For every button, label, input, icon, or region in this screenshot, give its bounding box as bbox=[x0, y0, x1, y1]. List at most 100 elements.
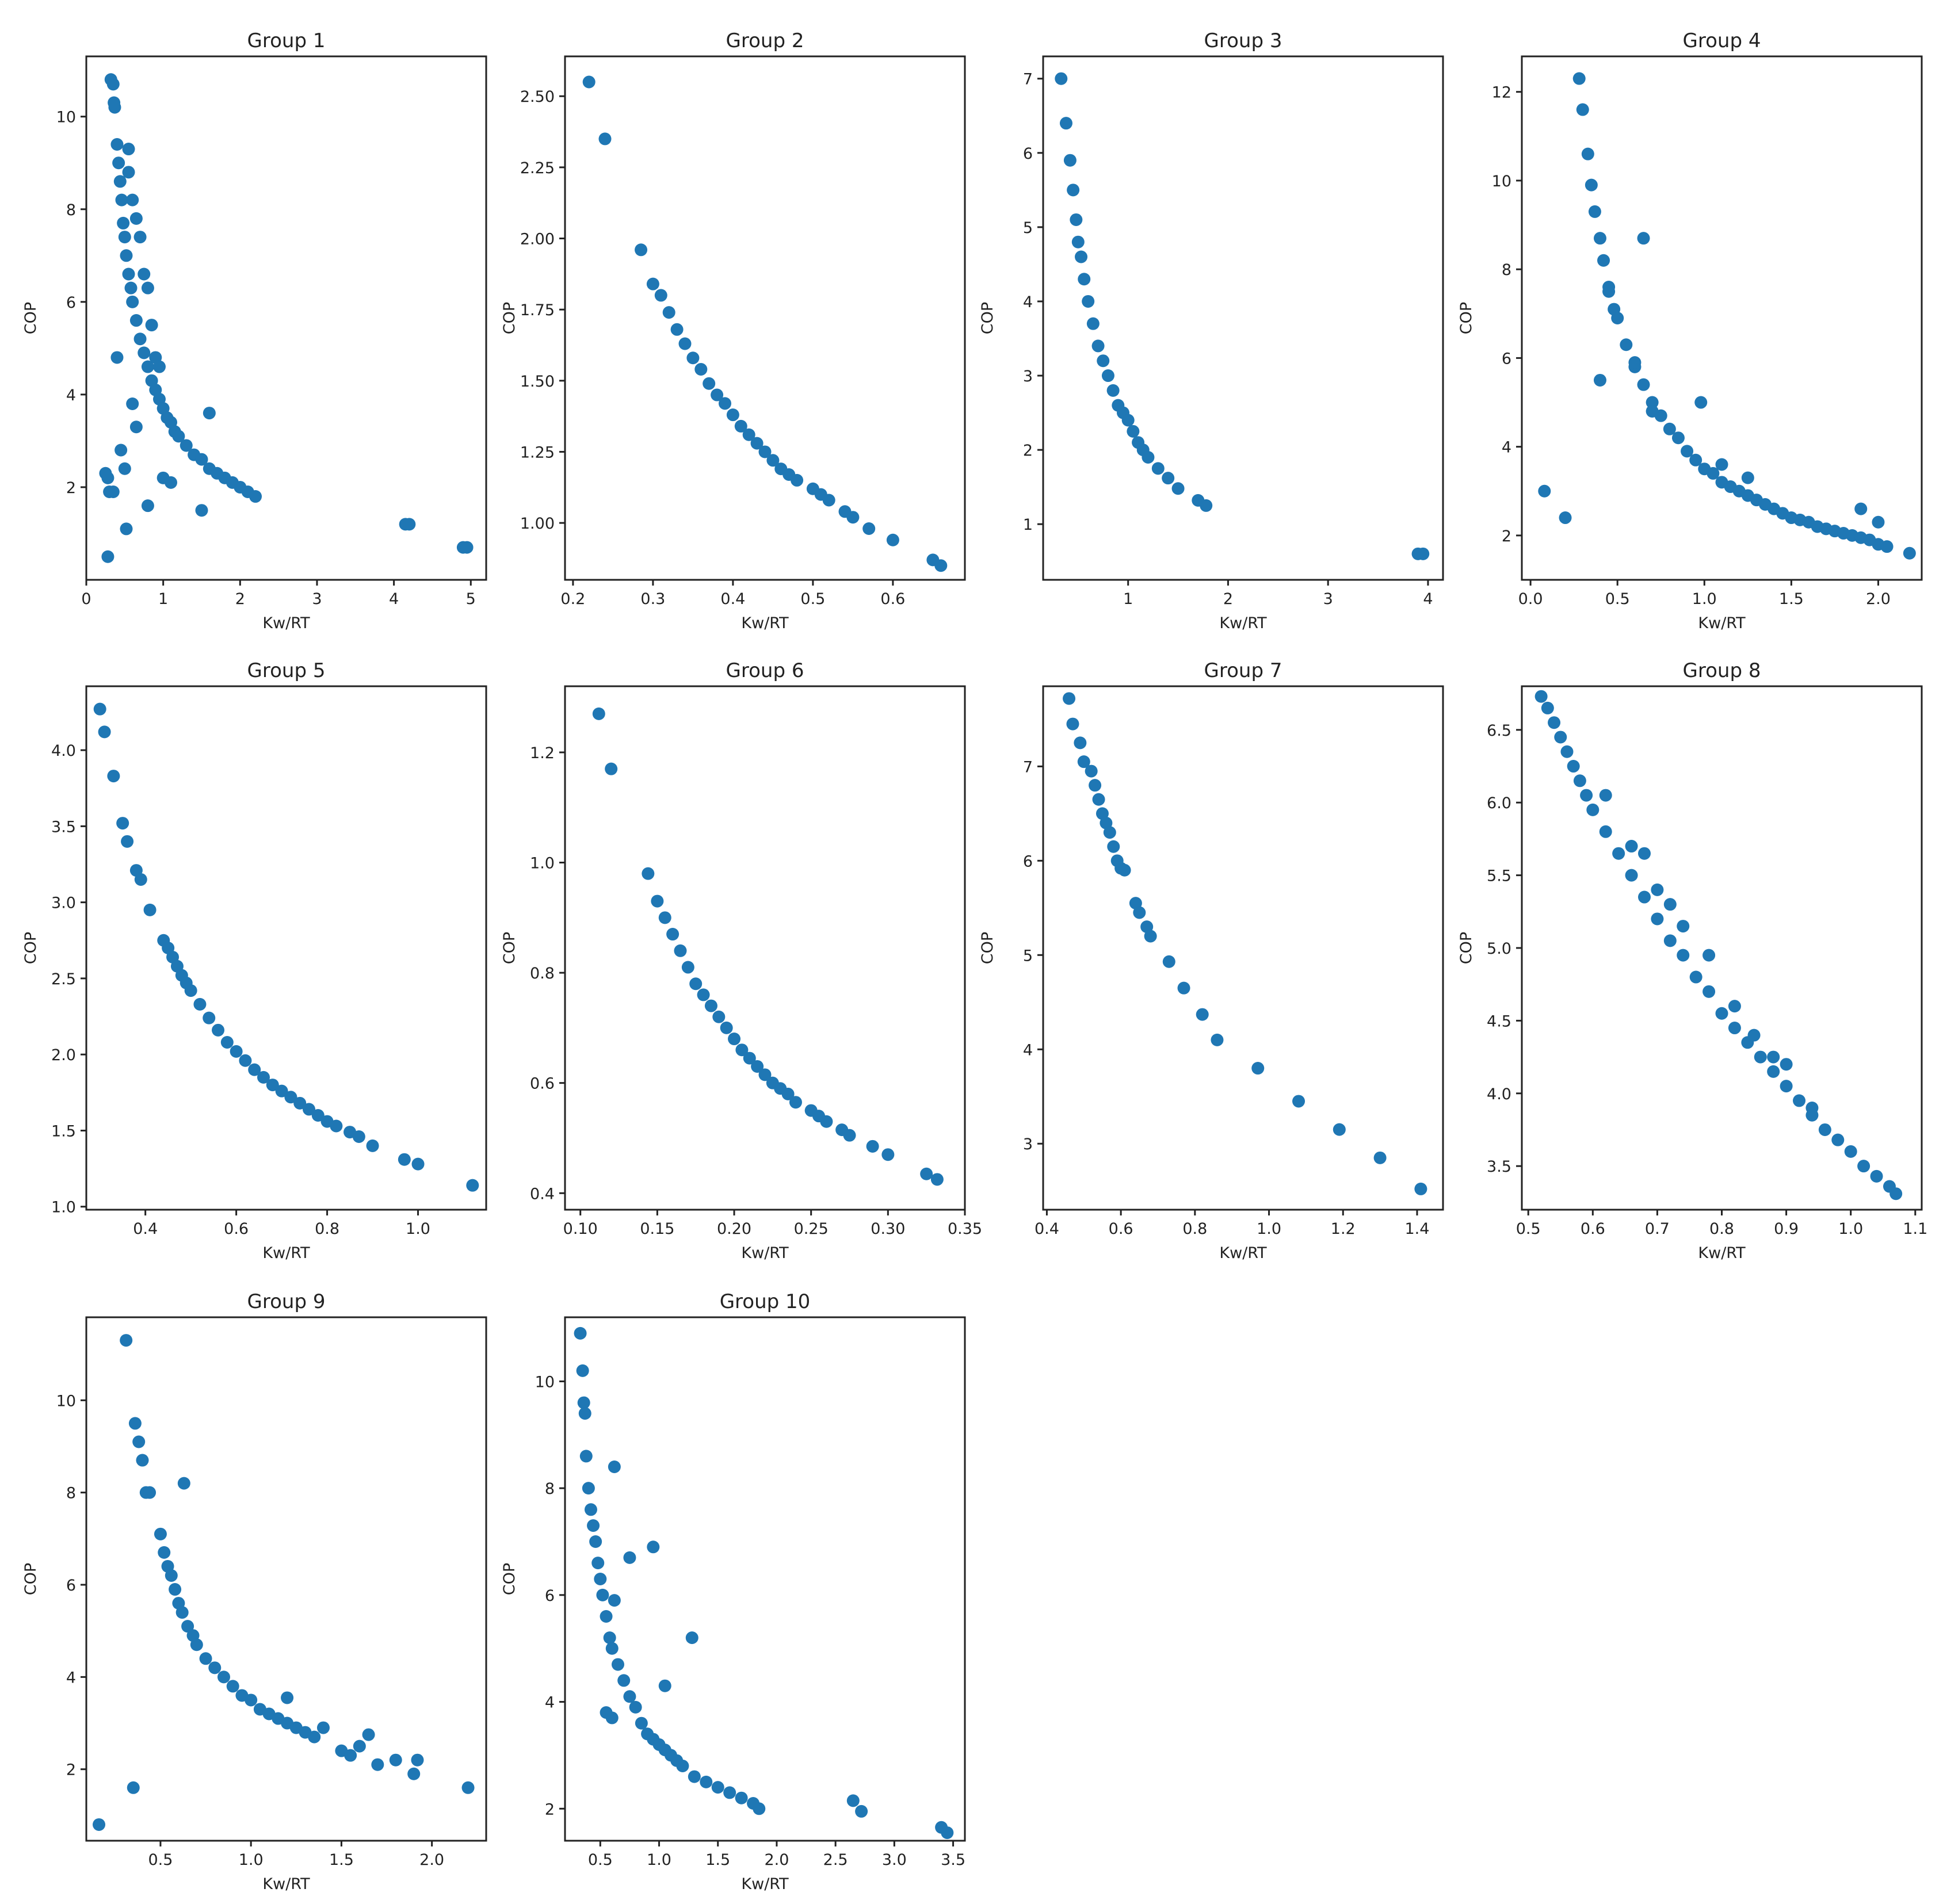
data-point bbox=[658, 1679, 671, 1692]
y-tick-label: 8 bbox=[1502, 261, 1511, 279]
data-point bbox=[129, 212, 143, 225]
data-point bbox=[275, 1084, 288, 1098]
y-axis-label: COP bbox=[22, 1563, 40, 1595]
data-point bbox=[1637, 378, 1650, 391]
data-point bbox=[1844, 1145, 1857, 1158]
data-point bbox=[594, 1573, 607, 1585]
data-point bbox=[600, 1706, 613, 1719]
data-point bbox=[352, 1130, 365, 1144]
y-tick-label: 5 bbox=[1023, 947, 1033, 965]
x-tick-label: 1.0 bbox=[406, 1220, 430, 1238]
data-point bbox=[1567, 760, 1580, 773]
data-point bbox=[1651, 883, 1664, 896]
data-point bbox=[723, 1786, 736, 1799]
data-point bbox=[1625, 840, 1638, 853]
data-point bbox=[820, 1115, 833, 1128]
data-point bbox=[1133, 906, 1146, 919]
data-point bbox=[195, 453, 208, 466]
chart-title: Group 6 bbox=[726, 659, 804, 682]
x-tick-label: 0.6 bbox=[1581, 1220, 1605, 1238]
y-tick-label: 10 bbox=[56, 1392, 76, 1410]
data-point bbox=[371, 1758, 384, 1771]
data-point bbox=[1121, 414, 1135, 427]
data-point bbox=[101, 550, 114, 563]
y-tick-label: 4 bbox=[1023, 293, 1033, 311]
y-tick-label: 2.5 bbox=[51, 970, 76, 988]
data-point bbox=[126, 193, 139, 207]
x-tick-label: 0.15 bbox=[640, 1220, 674, 1238]
y-tick-label: 6 bbox=[66, 294, 76, 312]
data-point bbox=[1586, 803, 1600, 816]
data-point bbox=[719, 397, 731, 410]
data-point bbox=[311, 1108, 325, 1122]
data-point bbox=[1625, 869, 1638, 882]
y-tick-label: 6.0 bbox=[1487, 794, 1511, 812]
data-point bbox=[152, 360, 166, 373]
data-point bbox=[1572, 72, 1586, 85]
x-tick-label: 0.6 bbox=[224, 1220, 249, 1238]
x-tick-label: 2.0 bbox=[1866, 590, 1891, 608]
data-point bbox=[1870, 1169, 1883, 1183]
data-point bbox=[1151, 462, 1165, 475]
data-point bbox=[1715, 458, 1728, 471]
data-point bbox=[1059, 117, 1072, 130]
y-tick-label: 2 bbox=[66, 1761, 76, 1779]
plot-frame bbox=[564, 685, 966, 1211]
data-point bbox=[603, 1631, 616, 1645]
y-axis-label: COP bbox=[22, 302, 40, 334]
data-point bbox=[592, 707, 605, 720]
data-point bbox=[674, 944, 687, 957]
x-tick-label: 1.5 bbox=[705, 1851, 730, 1869]
data-point bbox=[711, 388, 724, 402]
data-point bbox=[108, 96, 121, 109]
data-point bbox=[190, 1638, 203, 1651]
data-point bbox=[1082, 295, 1095, 308]
data-point bbox=[704, 999, 717, 1012]
data-point bbox=[711, 1781, 724, 1794]
y-tick-label: 4.0 bbox=[1487, 1085, 1511, 1103]
data-point bbox=[1728, 1000, 1741, 1013]
x-axis-label: Kw/RT bbox=[1219, 614, 1267, 632]
data-point bbox=[114, 443, 128, 457]
y-tick-label: 7 bbox=[1023, 758, 1033, 776]
plot-frame bbox=[1521, 685, 1923, 1211]
data-point bbox=[248, 1063, 261, 1076]
data-point bbox=[1818, 1123, 1831, 1136]
data-point bbox=[1620, 338, 1633, 351]
chart-panel: Group 10 0.5 1.0 1.5 2.0 2.5 3.0 3.5 2 4 6 8 10 Kw/RT… bbox=[501, 1290, 966, 1893]
data-point bbox=[866, 1140, 879, 1153]
chart-panel: Group 8 0.5 0.6 0.7 0.8 0.9 1.0 1.1 3.5 4.0 4.5 5.0… bbox=[1457, 659, 1927, 1262]
data-point bbox=[1581, 147, 1594, 160]
x-tick-label: 0.5 bbox=[1605, 590, 1630, 608]
data-point bbox=[1677, 920, 1690, 933]
plot-frame bbox=[1521, 55, 1923, 581]
data-point bbox=[138, 346, 151, 360]
chart-title: Group 3 bbox=[1204, 29, 1282, 52]
chart-panel: Group 1 0 1 2 3 4 5 2 4 6 8 10 Kw/RT COP bbox=[22, 29, 487, 632]
data-point bbox=[107, 770, 120, 783]
y-tick-label: 2 bbox=[66, 479, 76, 497]
y-tick-label: 4.5 bbox=[1487, 1012, 1511, 1030]
data-point bbox=[302, 1103, 315, 1116]
x-tick-label: 5 bbox=[466, 590, 476, 608]
y-tick-label: 8 bbox=[545, 1480, 555, 1498]
chart-panel: Group 2 0.2 0.3 0.4 0.5 0.6 1.00 1.25 1.50 1.75 2.… bbox=[501, 29, 966, 632]
data-point bbox=[154, 1527, 167, 1540]
x-axis-label: Kw/RT bbox=[741, 1244, 789, 1262]
chart-title: Group 10 bbox=[720, 1290, 811, 1313]
data-point bbox=[843, 1129, 856, 1142]
data-point bbox=[1162, 955, 1175, 968]
data-point bbox=[122, 166, 135, 179]
x-tick-label: 1.0 bbox=[1692, 590, 1717, 608]
x-tick-label: 1.0 bbox=[1257, 1220, 1281, 1238]
data-point bbox=[411, 1157, 425, 1171]
y-tick-label: 3.0 bbox=[51, 894, 76, 912]
y-tick-label: 6 bbox=[1502, 350, 1511, 368]
data-point bbox=[1593, 232, 1606, 245]
x-tick-label: 4 bbox=[1423, 590, 1433, 608]
data-point bbox=[129, 314, 143, 327]
data-point bbox=[1780, 1058, 1793, 1071]
data-point bbox=[398, 1153, 411, 1166]
y-tick-label: 4 bbox=[545, 1694, 555, 1712]
x-tick-label: 2.5 bbox=[823, 1851, 848, 1869]
